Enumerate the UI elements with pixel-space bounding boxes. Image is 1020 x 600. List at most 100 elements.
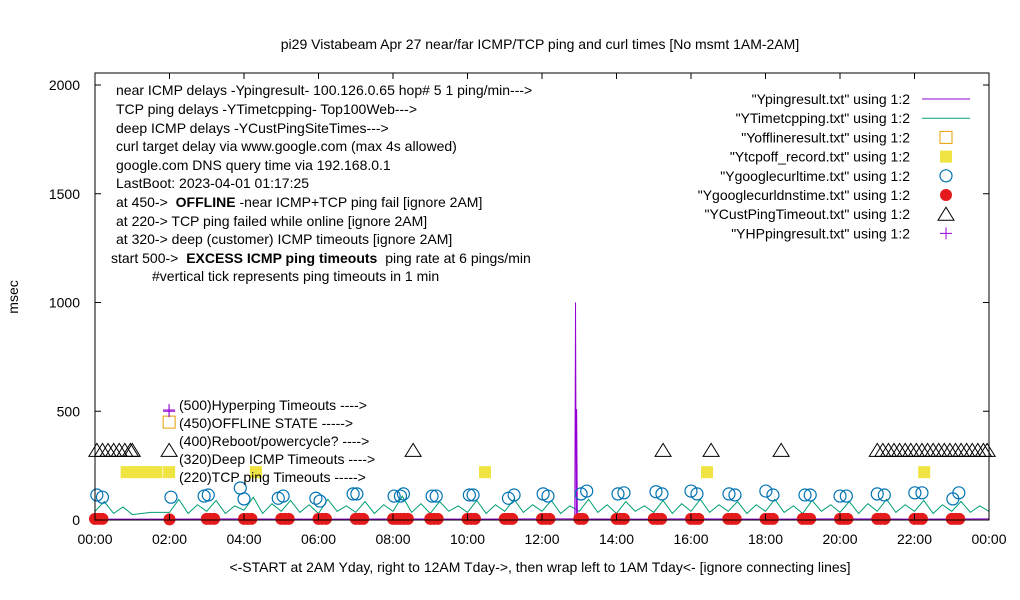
data-point [431, 512, 444, 525]
legend-sample [940, 227, 952, 240]
legend-label: "Ygooglecurltime.txt" using 1:2 [720, 168, 910, 184]
series-2 [162, 415, 176, 429]
data-point [978, 442, 997, 457]
data-point [952, 486, 966, 500]
legend-label: "Ygooglecurldnstime.txt" using 1:2 [698, 187, 910, 203]
data-point [803, 488, 817, 502]
data-point [87, 442, 106, 457]
x-tick-label: 06:00 [301, 531, 336, 547]
data-point [580, 484, 594, 498]
legend-sample [937, 206, 955, 221]
data-point [150, 466, 163, 479]
x-tick-label: 10:00 [450, 531, 485, 547]
data-point [690, 487, 704, 501]
data-point [929, 442, 948, 457]
data-point [901, 442, 920, 457]
annotation-line: near ICMP delays -Ypingresult- 100.126.0… [116, 82, 532, 98]
data-point [208, 512, 221, 525]
data-point [110, 442, 129, 457]
annotation-line: TCP ping delays -YTimetcpping- Top100Web… [116, 101, 417, 117]
y-tick-label: 1000 [49, 295, 80, 311]
x-tick-label: 14:00 [599, 531, 634, 547]
annotation-block: near ICMP delays -Ypingresult- 100.126.0… [111, 82, 532, 284]
data-point [425, 489, 439, 503]
series-3 [120, 466, 931, 479]
annotation-line: google.com DNS query time via 192.168.0.… [116, 157, 391, 173]
data-point [908, 486, 922, 500]
x-axis-label: <-START at 2AM Yday, right to 12AM Tday-… [229, 559, 850, 575]
data-point [952, 442, 970, 457]
data-point [915, 512, 928, 525]
legend-label: "Ytcpoff_record.txt" using 1:2 [730, 149, 910, 165]
data-point [870, 487, 884, 501]
data-point [722, 487, 736, 501]
data-point [276, 489, 290, 503]
annotation-line: #vertical tick represents ping timeouts … [152, 268, 439, 284]
data-point [896, 442, 915, 457]
data-point [728, 488, 742, 502]
data-point [833, 489, 847, 503]
data-point [963, 442, 982, 457]
data-point [617, 486, 631, 500]
legend-label: "YCustPingTimeout.txt" using 1:2 [704, 206, 910, 222]
data-point [319, 512, 332, 525]
data-point [576, 512, 589, 525]
data-point [249, 466, 262, 479]
data-point [462, 488, 476, 502]
data-point [915, 486, 929, 500]
data-point [104, 442, 123, 457]
annotation-line: deep ICMP delays -YCustPingSiteTimes---> [116, 120, 389, 136]
annotation-line: at 220-> TCP ping failed while online [i… [116, 213, 427, 229]
y-tick-label: 2000 [49, 77, 80, 93]
data-point [804, 512, 817, 525]
y-axis-label: msec [5, 280, 21, 313]
data-point [346, 487, 360, 501]
x-tick-label: 18:00 [748, 531, 783, 547]
data-point [396, 487, 411, 501]
data-point [913, 442, 931, 457]
data-point [99, 442, 117, 457]
data-point [655, 512, 668, 525]
data-point [729, 512, 742, 525]
data-point [946, 442, 965, 457]
marker-key: (500)Hyperping Timeouts ----> (450)OFFLI… [179, 397, 375, 485]
data-point [541, 489, 555, 503]
data-point [282, 512, 295, 525]
data-point [466, 488, 480, 502]
x-tick-label: 16:00 [673, 531, 708, 547]
key-label: (450)OFFLINE STATE -----> [179, 415, 353, 431]
data-point [429, 489, 443, 503]
data-point [309, 491, 323, 505]
annotation-line: curl target delay via www.google.com (ma… [116, 138, 457, 154]
data-point [611, 487, 625, 501]
data-point [357, 512, 370, 525]
x-tick-label: 20:00 [822, 531, 857, 547]
data-point [890, 442, 909, 457]
series-6 [87, 442, 997, 457]
data-point [885, 442, 903, 457]
legend-label: "Yofflineresult.txt" using 1:2 [741, 129, 910, 145]
data-point [387, 489, 401, 503]
data-point [93, 442, 112, 457]
data-point [160, 442, 179, 457]
data-point [201, 488, 215, 502]
offline-note: at 450-> OFFLINE -near ICMP+TCP ping fai… [116, 194, 482, 210]
data-point [766, 488, 780, 502]
x-tick-label: 04:00 [226, 531, 261, 547]
x-tick-label: 22:00 [897, 531, 932, 547]
data-point [879, 442, 898, 457]
data-point [701, 466, 714, 479]
data-point [95, 490, 110, 504]
data-point [935, 442, 954, 457]
excess-note: start 500-> EXCESS ICMP ping timeouts pi… [111, 250, 531, 266]
data-point [123, 442, 142, 457]
data-point [873, 442, 892, 457]
series-4 [90, 481, 966, 508]
data-point [506, 512, 519, 525]
data-point [543, 512, 556, 525]
data-point [684, 484, 698, 498]
legend-sample [940, 150, 952, 163]
series-5 [89, 512, 966, 526]
data-point [940, 442, 959, 457]
